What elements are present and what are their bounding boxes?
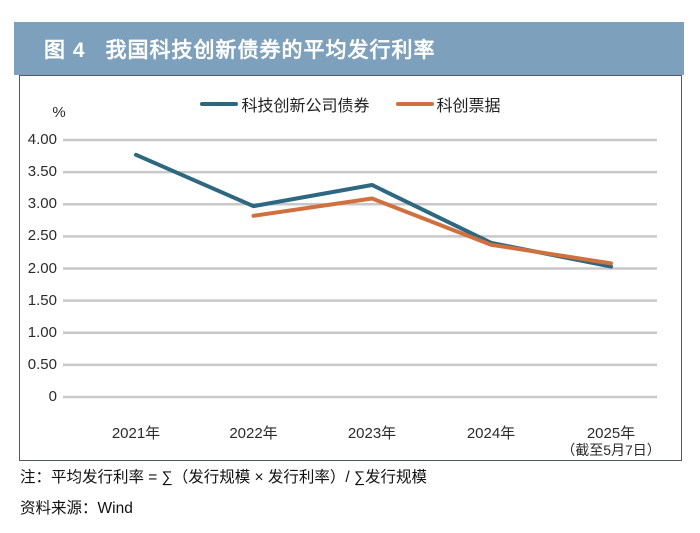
y-tick-label: 3.50 <box>27 163 57 181</box>
chart-note: 注：平均发行利率 = ∑（发行规模 × 发行利率）/ ∑发行规模 <box>20 469 428 486</box>
y-tick-label: 0 <box>48 388 57 405</box>
y-tick-label: 0.50 <box>27 355 57 373</box>
y-tick-label: 2.00 <box>27 259 57 277</box>
x-tick-label: 2025年 （截至5月7日） <box>546 425 676 459</box>
chart-legend: 科技创新公司债券 科创票据 <box>20 93 681 115</box>
line-chart <box>63 138 657 399</box>
y-tick-label: 4.00 <box>27 131 57 148</box>
series-line-1 <box>251 196 613 266</box>
chart-source: 资料来源：Wind <box>20 500 133 517</box>
x-tick-label: 2022年 <box>229 425 278 442</box>
legend-label-sci-notes: 科创票据 <box>436 98 501 115</box>
y-axis-unit-label: % <box>52 104 66 121</box>
x-tick-label: 2024年 <box>466 425 516 442</box>
chart-panel: 科技创新公司债券 科创票据 % 4.00 3.50 3.00 2.50 2.00 1.50… <box>19 75 682 461</box>
x-tick-label: 2023年 <box>347 425 397 442</box>
y-tick-label: 2.50 <box>27 227 57 245</box>
legend-item-sci-notes: 科创票据 <box>395 92 501 116</box>
legend-item-corporate-bonds: 科技创新公司债券 <box>200 92 370 116</box>
legend-label-corporate-bonds: 科技创新公司债券 <box>241 98 370 115</box>
legend-line-swatch-orange <box>395 102 434 106</box>
y-tick-label: 1.50 <box>27 291 57 309</box>
figure-title: 我国科技创新债券的平均发行利率 <box>105 38 436 62</box>
y-tick-label: 3.00 <box>27 195 57 213</box>
figure-number: 图 4 <box>44 38 86 62</box>
x-tick-sublabel: （截至5月7日） <box>561 442 661 458</box>
y-tick-label: 1.00 <box>27 323 57 341</box>
x-tick-label: 2021年 <box>111 425 161 442</box>
legend-line-swatch-teal <box>200 102 239 106</box>
figure-title-bar: 图 4 我国科技创新债券的平均发行利率 <box>14 22 684 75</box>
